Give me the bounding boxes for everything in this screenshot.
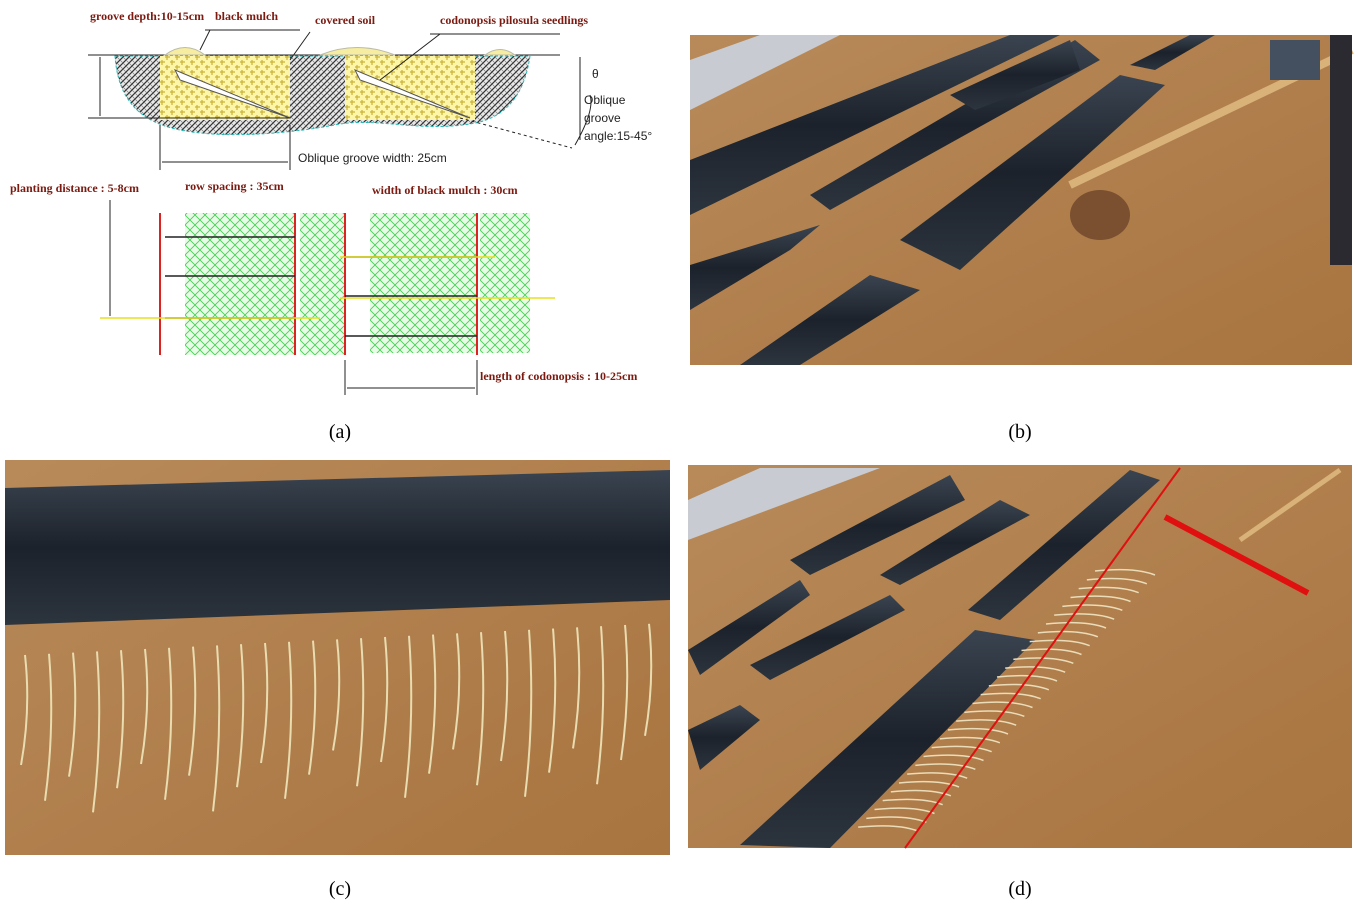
label: groove depth:10-15cm	[90, 9, 204, 23]
page: groove depth:10-15cm black mulch covered…	[0, 0, 1358, 907]
label: width of black mulch : 30cm	[372, 183, 518, 197]
covered-soil	[345, 56, 475, 120]
figure: groove depth:10-15cm black mulch covered…	[0, 0, 1358, 907]
label: covered soil	[315, 13, 376, 27]
label: angle:15-45°	[584, 129, 652, 143]
caption: (a)	[329, 421, 351, 443]
photo-c	[5, 460, 670, 855]
label: θ	[592, 67, 599, 81]
label: black mulch	[215, 9, 278, 23]
label: planting distance : 5-8cm	[10, 181, 139, 195]
label: row spacing : 35cm	[185, 179, 284, 193]
leader	[200, 30, 210, 50]
photo-d	[688, 465, 1352, 848]
caption: (d)	[1008, 878, 1031, 900]
label: Oblique groove width: 25cm	[298, 151, 447, 165]
person	[1330, 35, 1352, 265]
mulch-plan	[480, 213, 530, 353]
label: length of codonopsis : 10-25cm	[480, 369, 637, 383]
film-strip	[5, 470, 670, 625]
mulch-plan	[300, 213, 345, 355]
mulch-mound	[165, 48, 515, 56]
mulch-plan	[370, 213, 477, 353]
arm	[1270, 40, 1320, 80]
label: codonopsis pilosula seedlings	[440, 13, 588, 27]
soil-clump	[1070, 190, 1130, 240]
panel-a: groove depth:10-15cm black mulch covered…	[10, 9, 652, 395]
mulch-plan	[185, 213, 295, 355]
photo-b	[690, 35, 1352, 365]
label: groove	[584, 111, 621, 125]
caption: (b)	[1008, 421, 1031, 443]
caption: (c)	[329, 878, 351, 900]
label: Oblique	[584, 93, 626, 107]
